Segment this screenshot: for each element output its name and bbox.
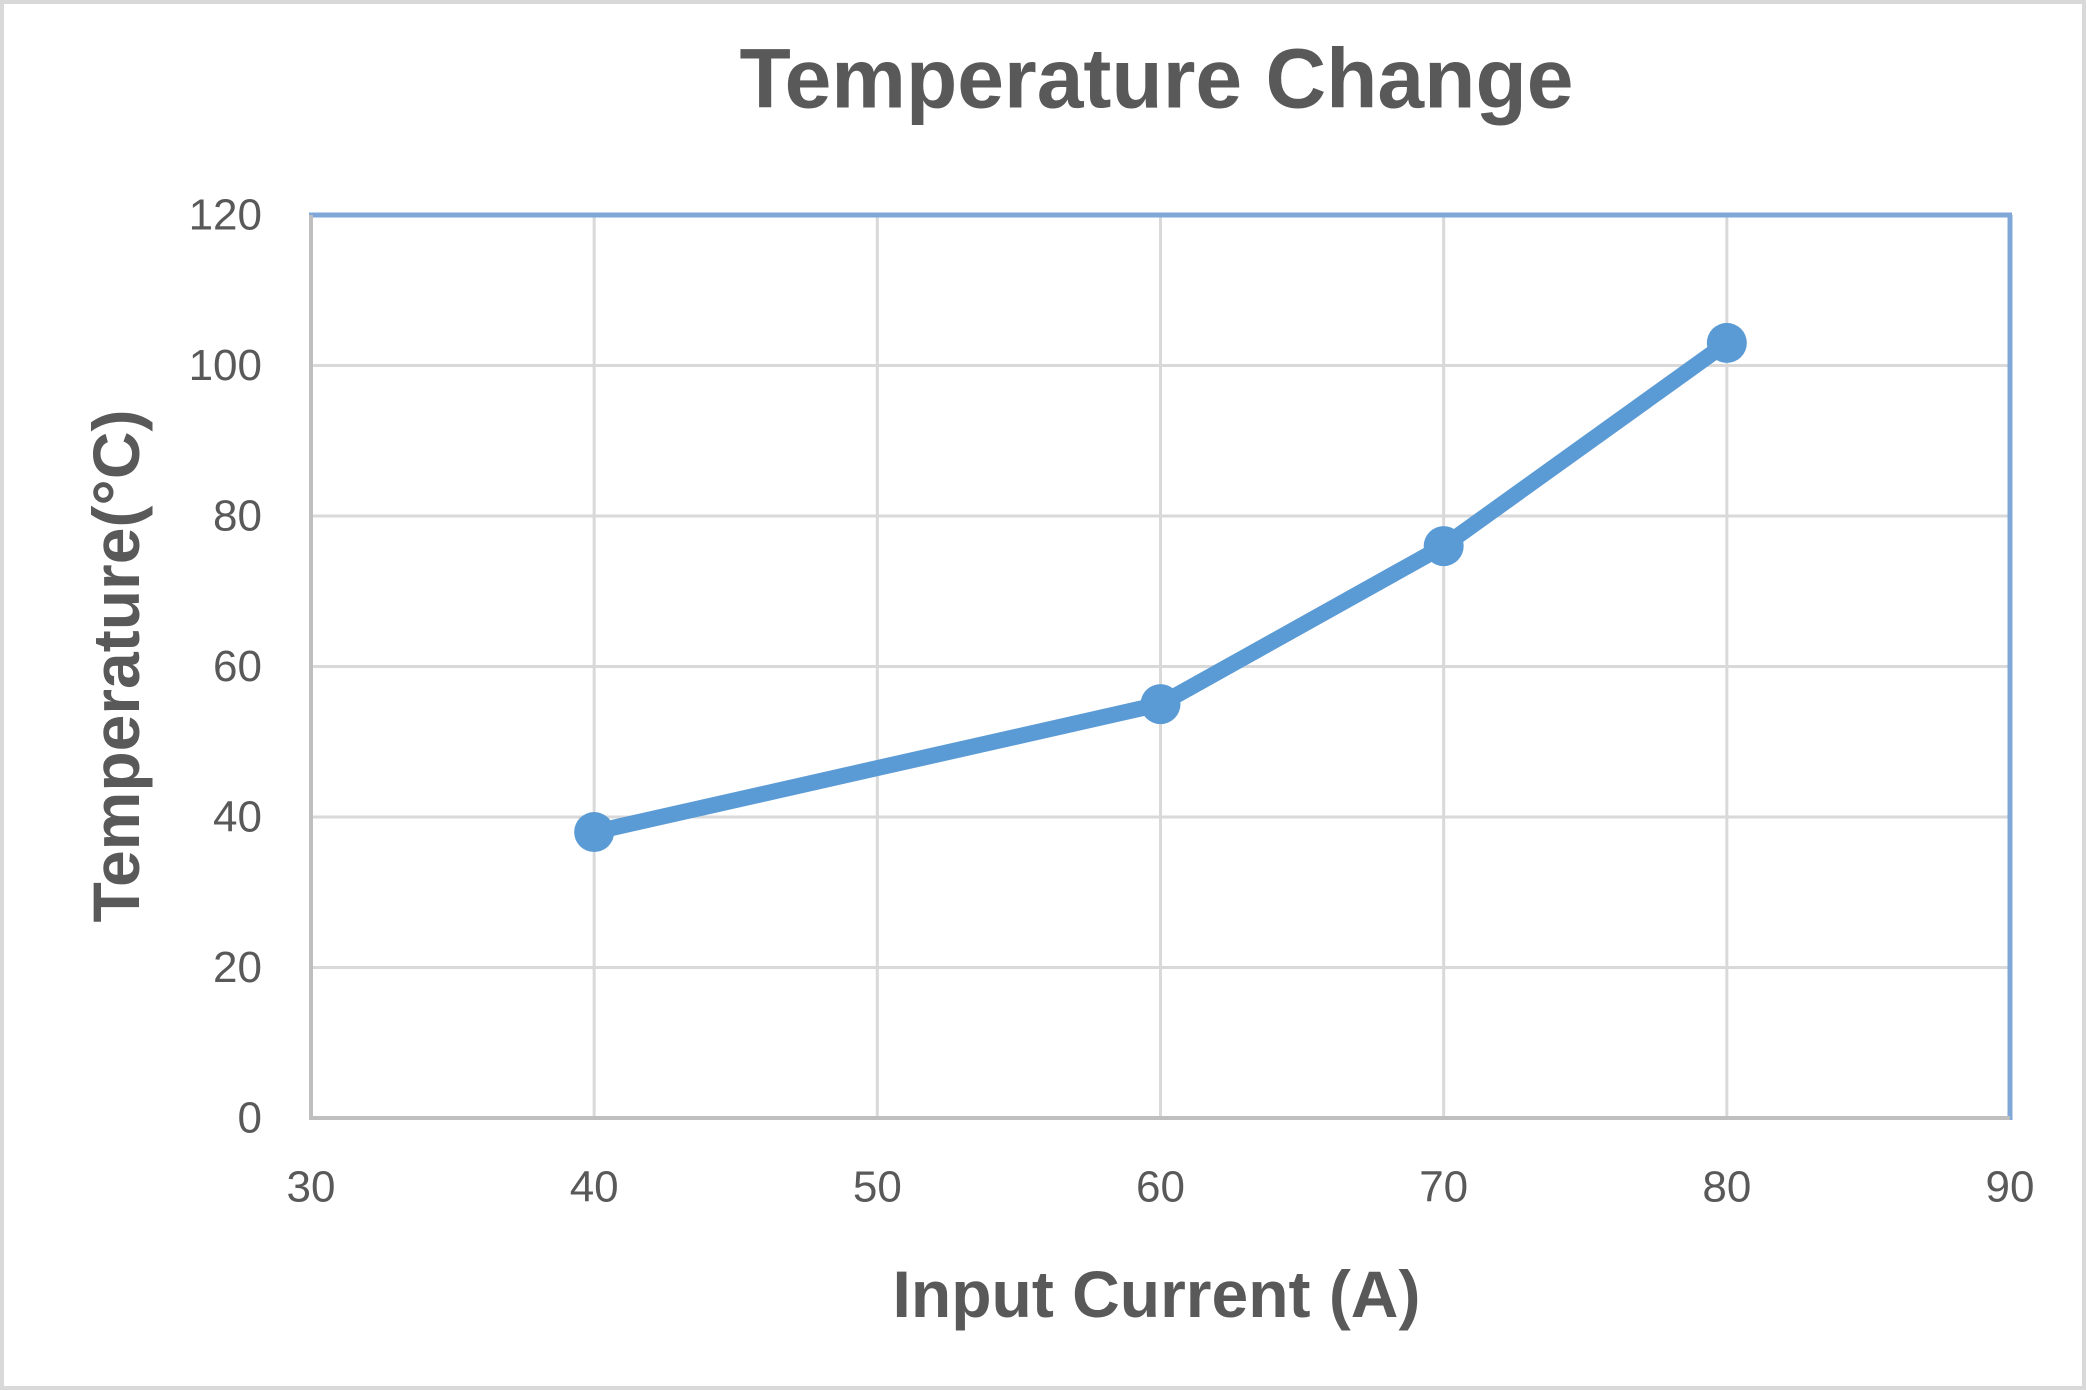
y-tick-label: 20: [213, 943, 262, 992]
data-point-marker: [1423, 526, 1464, 567]
x-tick-label: 80: [1702, 1163, 1751, 1212]
chart-title: Temperature Change: [739, 31, 1574, 126]
plot-area: 0 20 40 60 80 100 120 30 40 50 60 70 80 90: [189, 191, 2035, 1212]
x-tick-label: 30: [287, 1163, 336, 1212]
y-tick-label: 80: [213, 492, 262, 541]
y-tick-label: 100: [189, 341, 262, 390]
x-axis-title: Input Current (A): [892, 1257, 1421, 1331]
y-tick-label: 120: [189, 191, 262, 240]
data-point-marker: [1140, 684, 1181, 725]
y-tick-label: 60: [213, 642, 262, 691]
x-tick-label: 50: [853, 1163, 902, 1212]
x-tick-label: 60: [1136, 1163, 1185, 1212]
y-tick-label: 40: [213, 793, 262, 842]
data-line: [586, 334, 1735, 841]
x-tick-label: 40: [570, 1163, 619, 1212]
y-tick-label: 0: [238, 1094, 262, 1143]
data-point-marker: [1706, 322, 1747, 363]
x-tick-label: 70: [1419, 1163, 1468, 1212]
x-tick-label: 90: [1986, 1163, 2035, 1212]
data-point-marker: [574, 812, 615, 853]
